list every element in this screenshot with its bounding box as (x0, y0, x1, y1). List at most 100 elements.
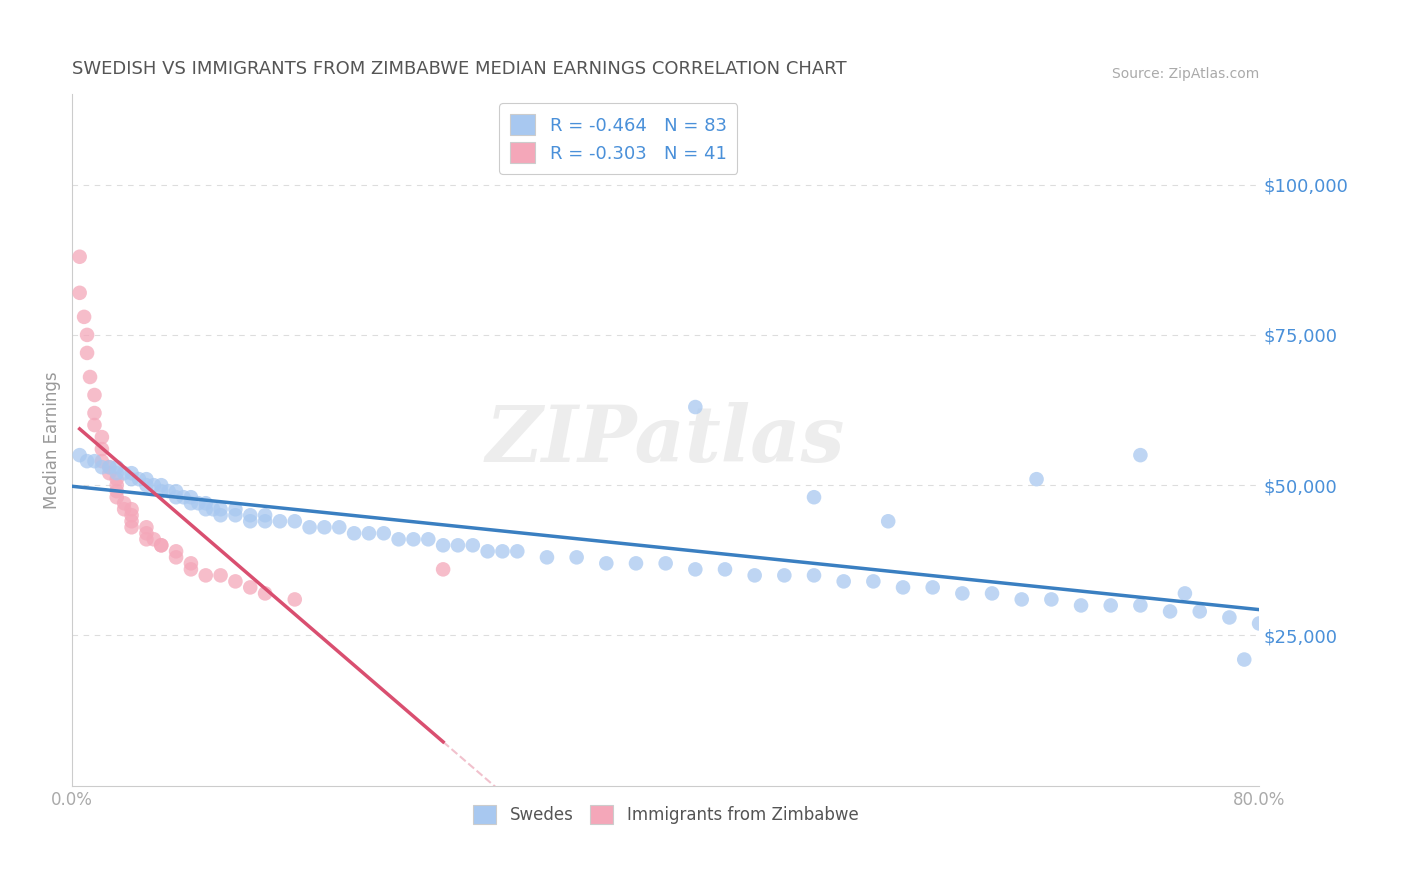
Point (90, 454, 112, 468)
Point (209, 568, 232, 582)
Point (685, 400, 707, 414)
Point (194, 496, 217, 510)
Point (506, 544, 529, 558)
Point (76, 327, 98, 342)
Point (461, 538, 484, 552)
Text: ZIPatlas: ZIPatlas (486, 402, 845, 478)
Point (83, 388, 105, 402)
Point (187, 496, 209, 510)
Point (150, 484, 173, 499)
Point (224, 508, 246, 523)
Point (76, 454, 98, 468)
Point (90, 460, 112, 475)
Point (254, 508, 277, 523)
Point (180, 490, 202, 504)
Point (357, 526, 380, 541)
Point (477, 544, 499, 558)
Point (239, 514, 262, 528)
Point (165, 484, 187, 499)
Point (862, 574, 884, 589)
Point (150, 538, 173, 552)
Point (418, 533, 440, 547)
Point (224, 502, 246, 516)
Point (314, 520, 336, 534)
Point (891, 581, 914, 595)
Point (1129, 448, 1152, 462)
Point (402, 533, 425, 547)
Point (69, 250, 91, 264)
Point (105, 478, 128, 492)
Point (1174, 586, 1197, 600)
Point (69, 285, 91, 300)
Point (121, 508, 143, 523)
Point (165, 490, 187, 504)
Point (1188, 604, 1211, 618)
Point (773, 568, 796, 582)
Point (98, 460, 121, 475)
Point (173, 490, 195, 504)
Point (921, 581, 943, 595)
Point (121, 466, 143, 480)
Point (105, 484, 128, 499)
Point (90, 430, 112, 444)
Point (209, 502, 232, 516)
Point (950, 586, 973, 600)
Point (536, 550, 558, 565)
Point (112, 502, 135, 516)
Legend: Swedes, Immigrants from Zimbabwe: Swedes, Immigrants from Zimbabwe (464, 797, 868, 833)
Point (121, 472, 143, 486)
Point (565, 550, 588, 565)
Point (254, 586, 277, 600)
Point (135, 520, 157, 534)
Point (79, 370, 101, 384)
Point (328, 520, 350, 534)
Point (284, 514, 307, 528)
Point (135, 533, 157, 547)
Point (76, 346, 98, 360)
Point (803, 490, 825, 504)
Point (121, 514, 143, 528)
Point (112, 466, 135, 480)
Point (595, 557, 617, 571)
Point (432, 538, 454, 552)
Point (105, 472, 128, 486)
Point (135, 526, 157, 541)
Point (194, 568, 217, 582)
Point (83, 406, 105, 420)
Point (150, 478, 173, 492)
Point (1233, 652, 1256, 666)
Point (165, 544, 187, 558)
Point (832, 574, 855, 589)
Point (202, 502, 225, 516)
Point (180, 557, 202, 571)
Point (447, 538, 470, 552)
Point (254, 514, 277, 528)
Point (388, 533, 411, 547)
Point (1159, 604, 1181, 618)
Point (1040, 592, 1063, 607)
Point (744, 568, 766, 582)
Point (180, 496, 202, 510)
Point (83, 418, 105, 433)
Point (1070, 599, 1092, 613)
Point (105, 466, 128, 480)
Text: Source: ZipAtlas.com: Source: ZipAtlas.com (1112, 67, 1260, 80)
Point (803, 568, 825, 582)
Point (654, 557, 676, 571)
Point (298, 520, 321, 534)
Point (1129, 599, 1152, 613)
Point (180, 562, 202, 576)
Point (98, 460, 121, 475)
Point (981, 586, 1004, 600)
Point (165, 550, 187, 565)
Point (98, 466, 121, 480)
Point (150, 538, 173, 552)
Point (121, 502, 143, 516)
Point (142, 533, 165, 547)
Point (239, 581, 262, 595)
Point (83, 454, 105, 468)
Point (1249, 616, 1271, 631)
Point (135, 472, 157, 486)
Point (73, 310, 96, 324)
Point (194, 502, 217, 516)
